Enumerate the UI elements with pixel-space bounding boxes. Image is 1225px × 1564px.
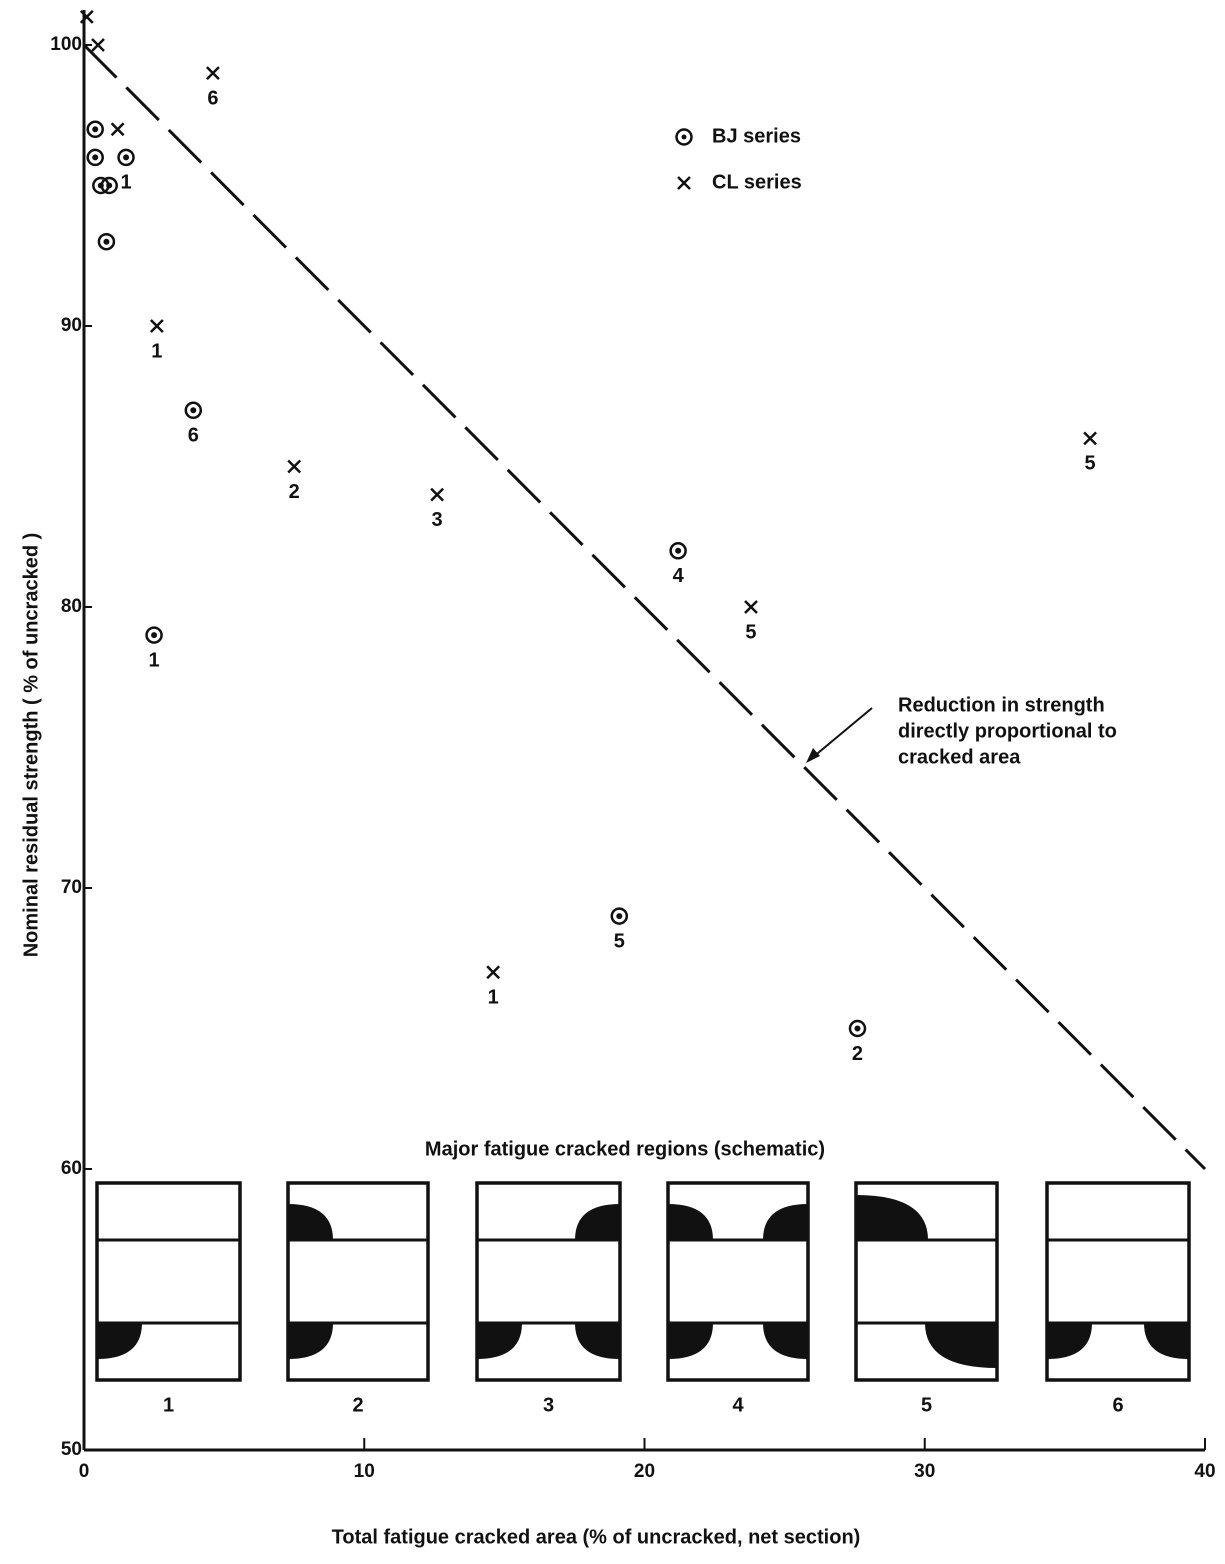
crack-region (575, 1323, 620, 1359)
circle-marker (671, 543, 686, 558)
annotation-text: Reduction in strength (898, 694, 1105, 716)
marker-dot (191, 408, 196, 413)
point-label: 6 (207, 87, 218, 109)
x-tick-label: 0 (79, 1461, 90, 1482)
chart: 50 60 70 80 90 100 0 10 20 30 40 Total fatigue crac… (0, 0, 1225, 1564)
y-tick-label: 80 (61, 596, 82, 617)
x-marker (92, 39, 104, 51)
x-marker (745, 601, 757, 613)
y-tick-label: 70 (61, 877, 82, 898)
crack-region (925, 1323, 997, 1368)
circle-marker (612, 909, 627, 924)
circle-marker (102, 178, 117, 193)
x-tick-label: 10 (354, 1461, 375, 1482)
circle-marker (850, 1021, 865, 1036)
x-marker (112, 123, 124, 135)
point-label: 1 (488, 987, 499, 1009)
crack-region (575, 1204, 620, 1240)
annotation-text: cracked area (898, 746, 1021, 768)
marker-dot (617, 914, 622, 919)
panel-label: 6 (1112, 1394, 1123, 1416)
circle-marker (147, 628, 162, 643)
crack-region (668, 1204, 713, 1240)
x-marker (151, 320, 163, 332)
crack-region (763, 1204, 808, 1240)
marker-dot (682, 135, 687, 140)
circle-marker (99, 234, 114, 249)
annotation-arrow (812, 708, 872, 758)
x-marker (1084, 432, 1096, 444)
legend-label: BJ series (712, 125, 801, 147)
marker-dot (124, 155, 129, 160)
circle-marker (186, 403, 201, 418)
marker-dot (152, 633, 157, 638)
x-tick-label: 20 (634, 1461, 655, 1482)
marker-dot (93, 155, 98, 160)
marker-dot (855, 1026, 860, 1031)
crack-region (763, 1323, 808, 1359)
point-label: 4 (673, 565, 685, 587)
crack-region (97, 1323, 142, 1359)
x-marker (678, 177, 690, 189)
point-label: 1 (149, 649, 160, 671)
y-axis-label: Nominal residual strength ( % of uncrack… (20, 533, 42, 958)
point-label: 5 (745, 621, 756, 643)
crack-region (1144, 1323, 1189, 1359)
x-marker (487, 966, 499, 978)
crack-region (288, 1323, 333, 1359)
reference-line (84, 45, 1205, 1169)
point-label: 1 (151, 340, 162, 362)
legend-label: CL series (712, 171, 802, 193)
point-label: 1 (120, 172, 131, 194)
x-marker (207, 67, 219, 79)
point-label: 5 (614, 930, 625, 952)
x-marker (288, 461, 300, 473)
y-tick-label: 90 (61, 315, 82, 336)
y-tick-label: 60 (61, 1158, 82, 1179)
panel-label: 2 (352, 1394, 363, 1416)
x-tick-label: 30 (914, 1461, 935, 1482)
point-label: 2 (289, 481, 300, 503)
panel-label: 1 (163, 1394, 174, 1416)
panel-label: 3 (543, 1394, 554, 1416)
point-label: 2 (852, 1043, 863, 1065)
annotation-text: directly proportional to (898, 720, 1117, 742)
annotation-arrowhead (806, 748, 820, 763)
point-label: 3 (432, 509, 443, 531)
crack-region (477, 1323, 522, 1359)
crack-region (856, 1195, 928, 1240)
marker-dot (107, 183, 112, 188)
circle-marker (88, 122, 103, 137)
inset-title: Major fatigue cracked regions (schematic… (425, 1138, 825, 1160)
circle-marker (119, 150, 134, 165)
marker-dot (104, 239, 109, 244)
panel-label: 5 (921, 1394, 932, 1416)
y-tick-label: 50 (61, 1439, 82, 1460)
circle-marker (677, 130, 692, 145)
x-marker (431, 489, 443, 501)
marker-dot (93, 127, 98, 132)
panel-label: 4 (732, 1394, 744, 1416)
crack-region (668, 1323, 713, 1359)
y-tick-label: 100 (50, 34, 82, 55)
crack-region (288, 1204, 333, 1240)
crack-region (1047, 1323, 1092, 1359)
point-label: 6 (188, 425, 199, 447)
point-label: 5 (1085, 453, 1096, 475)
circle-marker (88, 150, 103, 165)
x-axis-label: Total fatigue cracked area (% of uncrack… (332, 1526, 861, 1548)
marker-dot (676, 548, 681, 553)
x-tick-label: 40 (1194, 1461, 1215, 1482)
